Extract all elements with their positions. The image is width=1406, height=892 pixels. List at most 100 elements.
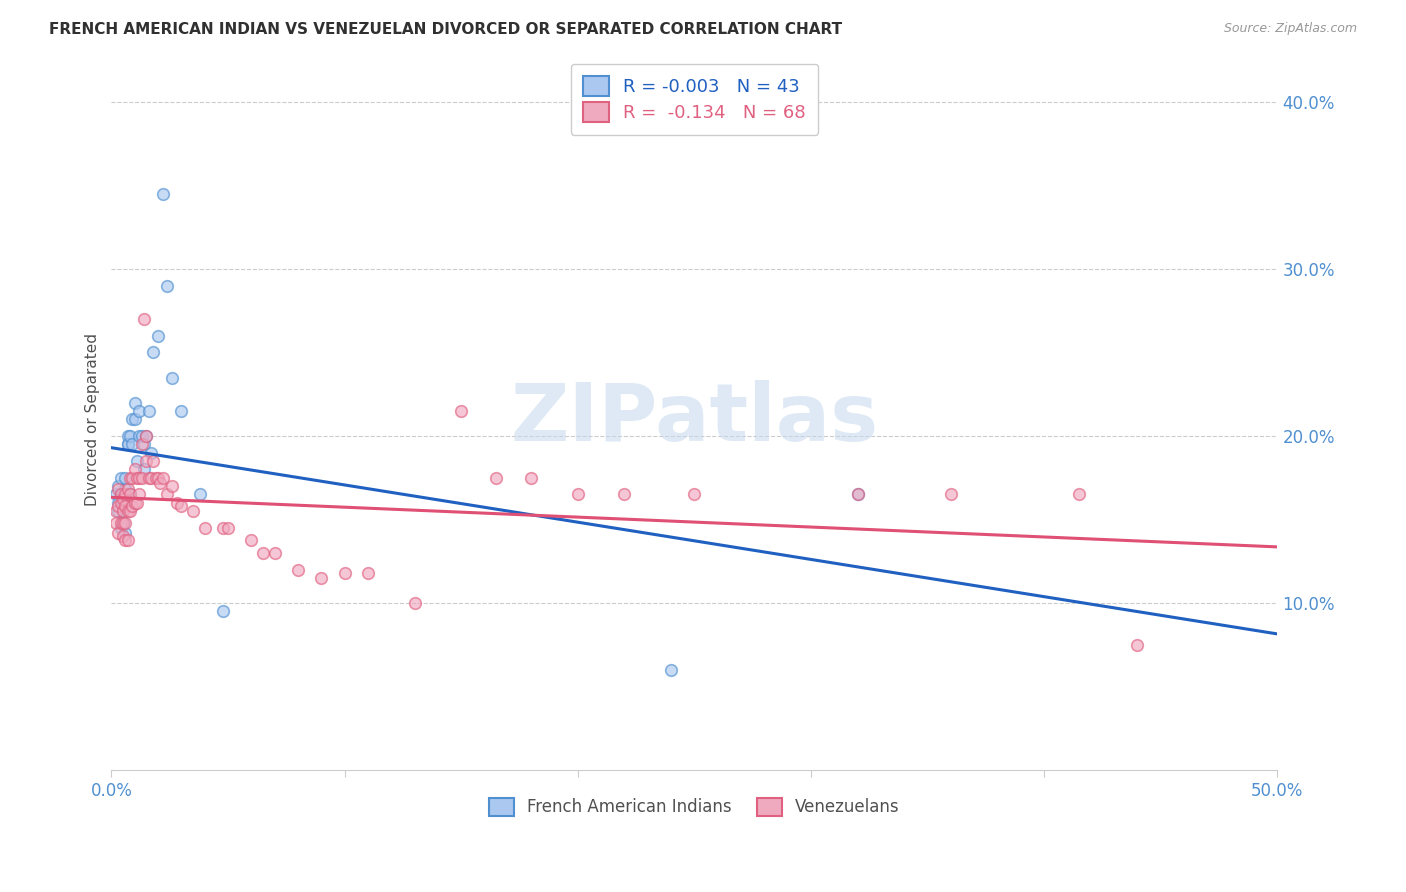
Point xyxy=(217,521,239,535)
Point xyxy=(120,471,142,485)
Point xyxy=(357,566,380,580)
Point xyxy=(124,462,146,476)
Point xyxy=(156,487,179,501)
Point xyxy=(567,487,589,501)
Point xyxy=(112,492,135,507)
Point xyxy=(107,483,129,497)
Point xyxy=(124,412,146,426)
Legend: French American Indians, Venezuelans: French American Indians, Venezuelans xyxy=(481,789,908,825)
Point xyxy=(132,437,155,451)
Point xyxy=(145,471,167,485)
Point xyxy=(450,404,472,418)
Point xyxy=(117,504,139,518)
Point xyxy=(125,471,148,485)
Point xyxy=(139,445,162,459)
Point xyxy=(188,487,211,501)
Point xyxy=(142,345,165,359)
Point xyxy=(146,328,169,343)
Y-axis label: Divorced or Separated: Divorced or Separated xyxy=(86,333,100,506)
Point xyxy=(121,437,143,451)
Point xyxy=(117,437,139,451)
Point xyxy=(112,504,135,518)
Point xyxy=(114,499,136,513)
Point xyxy=(120,487,142,501)
Point xyxy=(105,504,128,518)
Point xyxy=(683,487,706,501)
Point xyxy=(194,521,217,535)
Point xyxy=(121,412,143,426)
Point xyxy=(114,525,136,540)
Point xyxy=(117,483,139,497)
Point xyxy=(146,471,169,485)
Point xyxy=(149,475,172,490)
Point xyxy=(128,404,150,418)
Point xyxy=(170,499,193,513)
Point xyxy=(107,496,129,510)
Point xyxy=(105,487,128,501)
Point xyxy=(112,496,135,510)
Point xyxy=(114,487,136,501)
Point xyxy=(132,312,155,326)
Point xyxy=(846,487,869,501)
Point xyxy=(112,516,135,530)
Point xyxy=(128,471,150,485)
Point xyxy=(520,471,543,485)
Point xyxy=(131,471,153,485)
Point xyxy=(333,566,356,580)
Point xyxy=(142,454,165,468)
Point xyxy=(152,186,174,201)
Point xyxy=(112,487,135,501)
Point xyxy=(1069,487,1091,501)
Point xyxy=(120,429,142,443)
Point xyxy=(139,471,162,485)
Point xyxy=(846,487,869,501)
Point xyxy=(404,596,426,610)
Point xyxy=(110,471,132,485)
Point xyxy=(110,516,132,530)
Point xyxy=(263,546,285,560)
Point xyxy=(1126,638,1149,652)
Point xyxy=(311,571,333,585)
Point xyxy=(105,516,128,530)
Point xyxy=(117,533,139,547)
Point xyxy=(107,499,129,513)
Point xyxy=(114,516,136,530)
Point xyxy=(107,504,129,518)
Point xyxy=(939,487,962,501)
Point xyxy=(252,546,274,560)
Point xyxy=(128,487,150,501)
Text: Source: ZipAtlas.com: Source: ZipAtlas.com xyxy=(1223,22,1357,36)
Point xyxy=(160,479,183,493)
Point xyxy=(166,496,188,510)
Point xyxy=(135,454,157,468)
Point xyxy=(110,496,132,510)
Point xyxy=(128,429,150,443)
Point xyxy=(114,483,136,497)
Text: ZIPatlas: ZIPatlas xyxy=(510,380,879,458)
Point xyxy=(181,504,204,518)
Point xyxy=(485,471,508,485)
Point xyxy=(131,429,153,443)
Point xyxy=(124,496,146,510)
Point xyxy=(659,663,682,677)
Point xyxy=(120,487,142,501)
Point xyxy=(138,404,160,418)
Point xyxy=(135,429,157,443)
Point xyxy=(132,462,155,476)
Point xyxy=(121,499,143,513)
Point xyxy=(125,454,148,468)
Point xyxy=(114,533,136,547)
Point xyxy=(117,437,139,451)
Point xyxy=(107,479,129,493)
Point xyxy=(112,516,135,530)
Point xyxy=(156,278,179,293)
Point xyxy=(110,521,132,535)
Point xyxy=(170,404,193,418)
Point xyxy=(121,471,143,485)
Point xyxy=(152,471,174,485)
Point xyxy=(107,525,129,540)
Point xyxy=(110,487,132,501)
Point xyxy=(613,487,636,501)
Point xyxy=(287,563,309,577)
Point xyxy=(138,471,160,485)
